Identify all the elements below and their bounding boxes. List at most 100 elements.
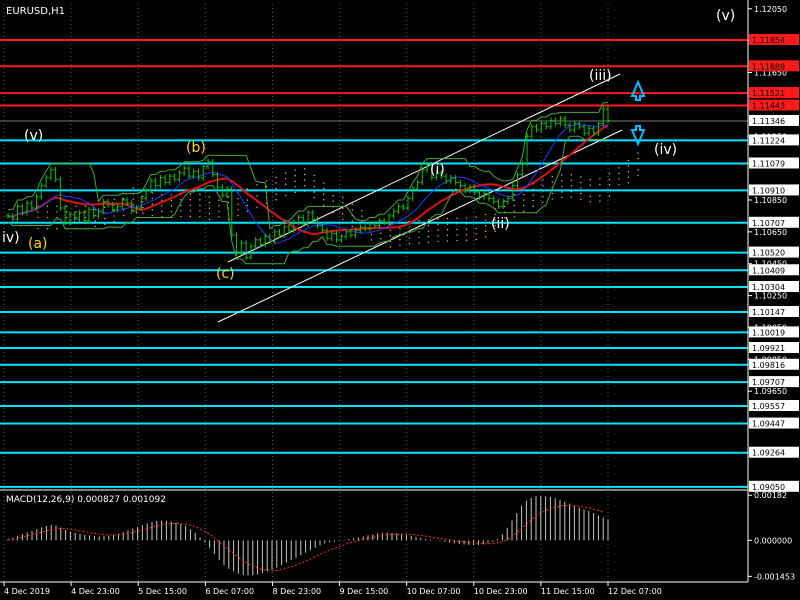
cloud-dot [570,185,573,187]
axes: 4 Dec 2019 4 Dec 23:00 5 Dec 15:00 6 Dec 07… [0,0,749,596]
resistance-level-label-bg [749,60,799,72]
cloud-dot [465,228,468,230]
cloud-dot [265,185,268,188]
cloud-dot [189,210,192,212]
cloud-dot [446,234,449,237]
price-axis-labels: 1.120501.118501.116501.112501.108501.106… [748,5,799,492]
cloud-dot [46,205,49,208]
channel-lower-line[interactable] [217,129,623,323]
cloud-dot [170,205,173,207]
resistance-level-label: 1.11521 [752,89,785,98]
cloud-dot [218,210,220,213]
cloud-dot [618,183,620,186]
cloud-dot [608,178,611,180]
support-level-label: 1.09557 [752,402,785,411]
cloud-dot [561,174,563,176]
cloud-dot [208,196,211,198]
cloud-dot [303,173,306,176]
wave-label: (iii) [589,68,612,84]
cloud-dot [370,239,373,241]
cloud-dot [237,203,239,205]
cloud-dot [513,216,515,218]
wave-label: (c) [216,266,235,282]
cloud-dot [294,180,296,183]
cloud-dot [465,217,468,219]
resistance-level-label: 1.11443 [752,102,785,111]
cloud-dot [408,226,411,228]
cloud-dot [494,230,496,232]
time-tick-label: 11 Dec 15:00 [541,587,595,596]
cloud-dot [313,185,315,188]
cloud-dot [418,236,420,239]
cloud-dot [608,184,611,186]
cloud-dot [46,211,49,213]
cloud-dot [389,229,392,231]
support-level-label: 1.10019 [752,328,785,337]
support-level-label-bg [749,376,799,388]
cloud-dot [294,175,296,177]
cloud-dot [65,216,68,219]
cloud-dot [246,204,249,207]
current-price-label: 1.11346 [752,117,785,126]
cloud-dot [284,172,287,174]
cloud-dot [484,230,487,232]
cloud-dot [208,207,211,209]
cloud-dot [580,181,582,184]
cloud-dot [218,216,220,218]
support-level-label-bg [749,157,799,169]
cloud-dot [284,194,287,197]
cloud-dot [313,174,315,177]
cloud-dot [161,210,163,213]
cloud-dot [180,204,182,207]
cloud-dot [170,194,173,196]
cloud-dot [113,198,115,201]
cloud-dot [142,195,144,198]
cloud-dot [389,240,392,243]
cloud-dot [542,184,544,187]
cloud-dot [446,223,449,225]
cloud-dot [123,214,125,217]
cloud-dot [599,183,601,186]
cloud-dot [227,196,230,198]
cloud-dot [75,205,77,208]
cloud-dot [342,207,344,210]
signal-arrows [630,79,646,147]
cloud-dot [142,212,144,214]
macd-tick-label: -0.001453 [754,572,795,581]
time-tick-label: 10 Dec 07:00 [407,587,461,596]
support-level-label: 1.10147 [752,308,785,317]
cloud-dot [570,174,573,176]
cloud-dot [218,199,220,201]
horizontal-levels[interactable] [0,39,748,488]
cloud-dot [189,215,192,218]
cloud-dot [551,181,553,183]
cloud-dot [561,191,563,193]
cloud-dot [313,196,315,199]
cloud-dot [351,226,353,228]
support-level-label-bg [749,417,799,429]
cloud-dot [523,205,525,207]
support-level-label-bg [749,446,799,458]
cloud-dot [446,229,449,231]
cloud-dot [75,211,77,213]
cloud-dot [580,198,582,200]
cloud-dot [456,234,458,236]
cloud-dot [46,227,49,230]
cloud-dot [275,182,277,184]
cloud-dot [446,240,449,242]
cloud-dot [246,188,249,190]
cloud-dot [265,180,268,182]
cloud-dot [361,215,363,217]
cloud-dot [370,233,373,236]
cloud-dot [323,204,325,207]
cloud-dot [408,220,411,223]
cloud-dot [170,210,173,213]
cloud-dot [303,184,306,187]
cloud-dot [427,224,430,227]
support-level-label-bg [749,342,799,354]
cloud-dot [627,171,630,173]
cloud-dot [380,238,382,240]
symbol-label: EURUSD,H1 [6,6,65,17]
cloud-dot [418,231,420,233]
